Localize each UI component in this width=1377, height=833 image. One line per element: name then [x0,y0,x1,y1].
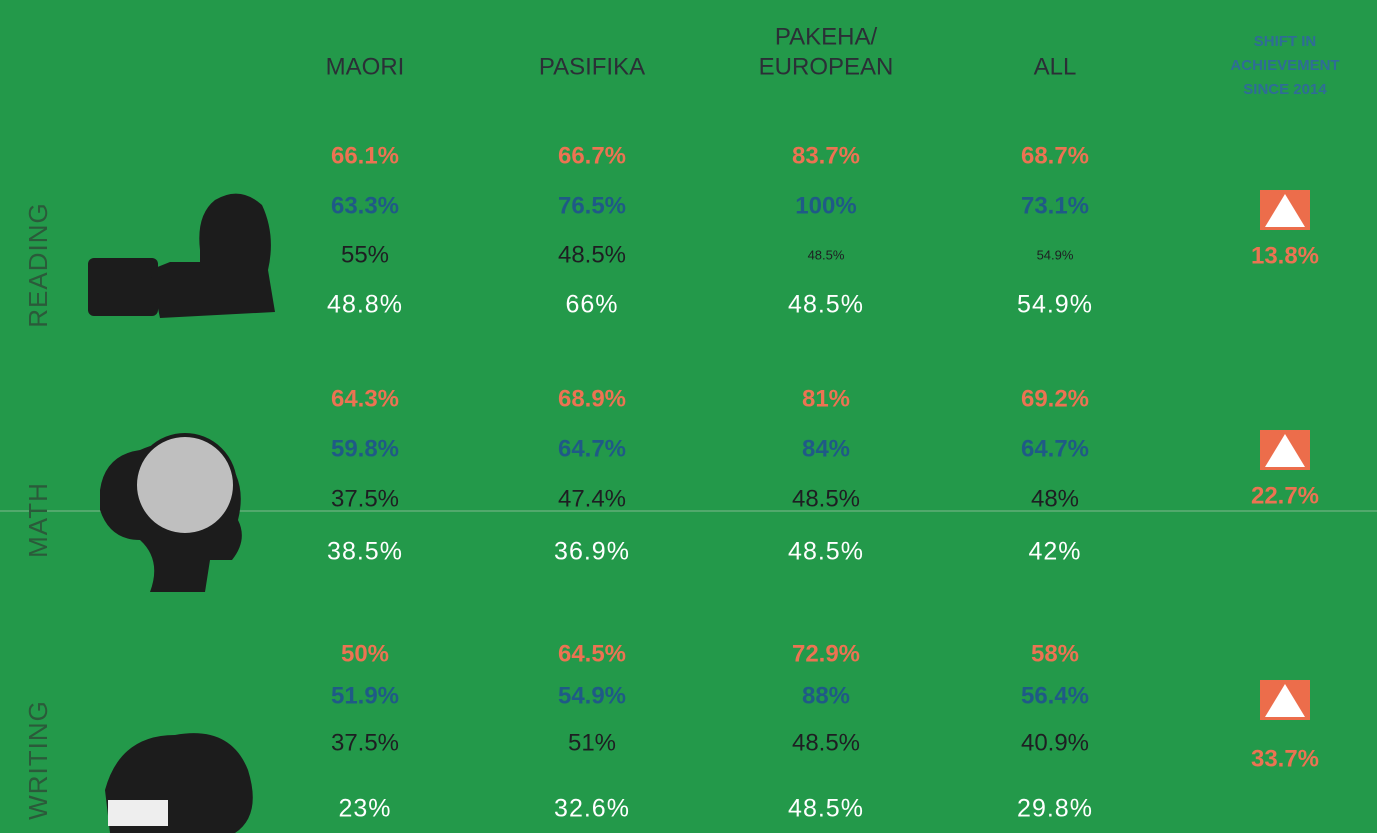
shift-icon-arrow [1265,684,1305,717]
column-header: PASIFIKA [539,53,645,80]
section-label: READING [23,202,53,327]
value: 83.7% [792,142,860,169]
section-label: WRITING [23,700,53,820]
value: 51% [568,729,616,756]
value: 50% [341,640,389,667]
value: 66.1% [331,142,399,169]
value: 48.5% [792,729,860,756]
value: 76.5% [558,192,626,219]
value: 72.9% [792,640,860,667]
column-header: MAORI [326,53,405,80]
value: 64.3% [331,385,399,412]
value: 66.7% [558,142,626,169]
value: 88% [802,682,850,709]
writing-icon [105,733,253,833]
value: 48.5% [808,247,845,262]
value: 81% [802,385,850,412]
value: 29.8% [1017,795,1093,823]
value: 48.8% [327,291,403,319]
value: 58% [1031,640,1079,667]
value: 23% [338,795,391,823]
value: 51.9% [331,682,399,709]
value: 55% [341,241,389,268]
value: 56.4% [1021,682,1089,709]
value: 42% [1028,538,1081,566]
value: 63.3% [331,192,399,219]
value: 73.1% [1021,192,1089,219]
value: 37.5% [331,729,399,756]
value: 68.7% [1021,142,1089,169]
value: 54.9% [1037,247,1074,262]
section-label: MATH [23,482,53,558]
value: 48% [1031,485,1079,512]
value: 69.2% [1021,385,1089,412]
value: 66% [565,291,618,319]
shift-value: 33.7% [1251,745,1319,772]
shift-header: ACHIEVEMENT [1230,57,1339,74]
value: 37.5% [331,485,399,512]
value: 48.5% [792,485,860,512]
shift-icon-arrow [1265,194,1305,227]
value: 64.7% [1021,435,1089,462]
value: 48.5% [788,795,864,823]
shift-icon-arrow [1265,434,1305,467]
math-icon [100,433,242,592]
value: 64.5% [558,640,626,667]
column-header: EUROPEAN [759,53,894,80]
shift-header: SHIFT IN [1254,33,1317,50]
value: 40.9% [1021,729,1089,756]
value: 64.7% [558,435,626,462]
value: 36.9% [554,538,630,566]
value: 68.9% [558,385,626,412]
value: 38.5% [327,538,403,566]
value: 59.8% [331,435,399,462]
column-header: ALL [1034,53,1077,80]
value: 48.5% [788,538,864,566]
reading-icon [88,193,275,318]
value: 54.9% [1017,291,1093,319]
value: 48.5% [558,241,626,268]
value: 84% [802,435,850,462]
value: 47.4% [558,485,626,512]
column-header: PAKEHA/ [775,23,878,50]
value: 54.9% [558,682,626,709]
shift-value: 13.8% [1251,242,1319,269]
shift-header: SINCE 2014 [1243,81,1327,98]
value: 32.6% [554,795,630,823]
value: 48.5% [788,291,864,319]
shift-value: 22.7% [1251,482,1319,509]
value: 100% [795,192,856,219]
